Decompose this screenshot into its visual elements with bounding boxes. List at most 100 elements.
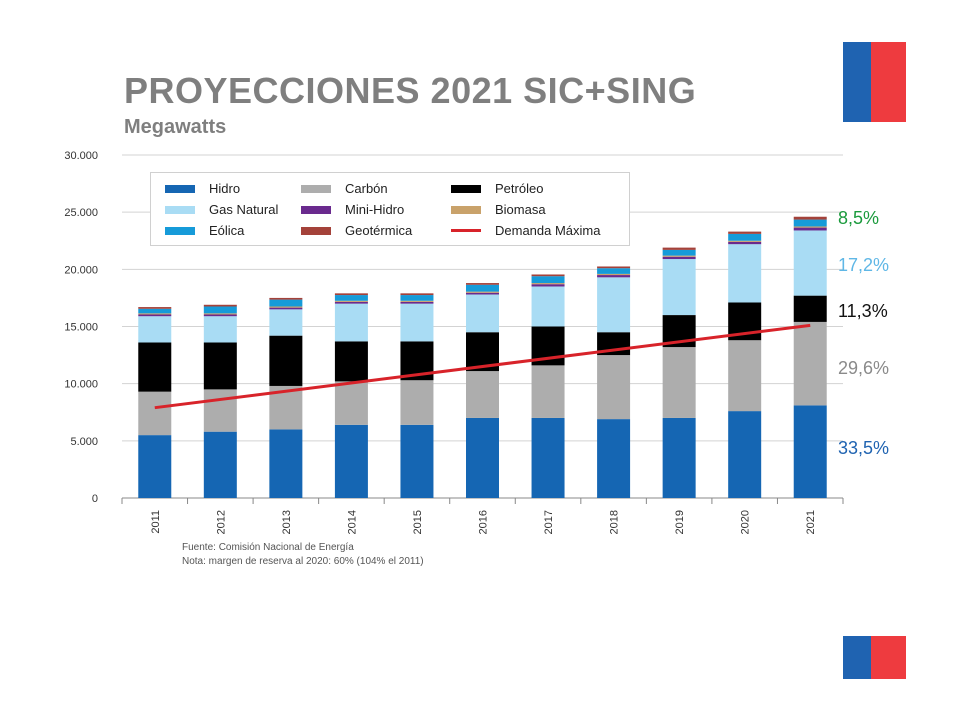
legend-label: Geotérmica — [345, 223, 413, 238]
legend-swatch — [301, 205, 331, 214]
bar-segment-carb-n — [728, 340, 762, 412]
demanda-maxima-line — [154, 323, 811, 410]
bar-segment-gas-natural — [662, 259, 696, 316]
bar-segment-geot-rmica — [597, 266, 631, 269]
bar-segment-mini-hidro — [793, 227, 827, 231]
flag-blue-band — [843, 42, 871, 122]
bar-segment-mini-hidro — [400, 301, 434, 304]
bar-segment-e-lica — [597, 268, 631, 274]
x-tick-label: 2017 — [543, 510, 555, 534]
chart-legend: Hidro Carbón Petróleo Gas Natural Mini-Hidro… — [150, 172, 630, 246]
x-tick-label: 2021 — [805, 510, 817, 534]
y-tick-label: 15.000 — [64, 322, 98, 334]
bar-segment-petr-leo — [334, 341, 368, 382]
legend-item-petr-leo: Petróleo — [451, 181, 543, 196]
bar-segment-geot-rmica — [728, 231, 762, 234]
legend-item-geot-rmica: Geotérmica — [301, 223, 412, 238]
legend-label: Gas Natural — [209, 202, 279, 217]
bar-segment-hidro — [597, 419, 631, 498]
bar-segment-biomasa — [334, 300, 368, 302]
bar-segment-gas-natural — [793, 230, 827, 296]
bar-segment-mini-hidro — [662, 256, 696, 260]
legend-item-biomasa: Biomasa — [451, 202, 546, 217]
bar-segment-biomasa — [203, 313, 237, 315]
legend-item-demanda-m-xima: Demanda Máxima — [451, 223, 601, 238]
flag-red-band — [871, 42, 906, 122]
bar-segment-biomasa — [793, 226, 827, 228]
bar-segment-carb-n — [466, 371, 499, 418]
bar-segment-mini-hidro — [466, 292, 499, 295]
bar-segment-gas-natural — [334, 303, 368, 342]
legend-swatch — [165, 184, 195, 193]
bar-segment-gas-natural — [269, 309, 303, 336]
bar-segment-gas-natural — [597, 277, 631, 333]
x-tick-label: 2013 — [281, 510, 293, 534]
bar-segment-gas-natural — [466, 294, 499, 333]
bar-segment-hidro — [466, 417, 499, 498]
bar-segment-petr-leo — [203, 342, 237, 390]
share-label-hidro: 33,5% — [838, 438, 890, 458]
bar-segment-hidro — [203, 431, 237, 498]
bar-segment-hidro — [400, 424, 434, 498]
share-label-carbon: 29,6% — [838, 358, 890, 378]
bar-segment-hidro — [138, 435, 172, 498]
legend-item-e-lica: Eólica — [165, 223, 244, 238]
bar-segment-gas-natural — [138, 316, 172, 343]
x-tick-label: 2020 — [740, 510, 752, 534]
slide-subtitle: Megawatts — [124, 116, 227, 138]
footnote-note: Nota: margen de reserva al 2020: 60% (10… — [182, 556, 424, 567]
legend-label: Biomasa — [495, 202, 546, 217]
flag-logo-bottom — [843, 636, 906, 679]
bar-segment-geot-rmica — [334, 293, 368, 296]
bar-segment-hidro — [793, 405, 827, 498]
bar-segment-biomasa — [531, 283, 565, 285]
legend-label: Demanda Máxima — [495, 223, 601, 238]
bar-segment-e-lica — [662, 249, 696, 256]
bar-segment-carb-n — [531, 365, 565, 418]
bar-segment-mini-hidro — [138, 314, 172, 317]
bar-segment-e-lica — [334, 295, 368, 301]
bar-segment-carb-n — [203, 389, 237, 432]
share-label-eolica: 8,5% — [838, 208, 880, 228]
bar-segment-biomasa — [269, 306, 303, 308]
bar-segment-mini-hidro — [334, 301, 368, 304]
y-tick-label: 5.000 — [70, 436, 98, 448]
bar-segment-e-lica — [203, 306, 237, 314]
bar-segment-geot-rmica — [203, 304, 237, 307]
bar-segment-e-lica — [466, 284, 499, 292]
bar-segment-mini-hidro — [597, 275, 631, 278]
legend-swatch — [451, 205, 481, 214]
bar-segment-geot-rmica — [662, 247, 696, 250]
legend-label: Carbón — [345, 181, 388, 196]
flag-logo-top — [843, 42, 906, 122]
y-tick-label: 20.000 — [64, 264, 98, 276]
legend-label: Petróleo — [495, 181, 544, 196]
x-tick-label: 2014 — [346, 510, 358, 534]
legend-swatch — [301, 184, 331, 193]
bar-segment-biomasa — [728, 240, 762, 242]
y-tick-label: 30.000 — [64, 150, 98, 162]
x-tick-label: 2012 — [215, 510, 227, 534]
y-tick-label: 25.000 — [64, 207, 98, 219]
bar-segment-hidro — [662, 417, 696, 498]
footnote-source: Fuente: Comisión Nacional de Energía — [182, 542, 354, 553]
bar-segment-petr-leo — [269, 335, 303, 386]
bar-segment-biomasa — [662, 255, 696, 257]
slide-title: PROYECCIONES 2021 SIC+SING — [124, 70, 697, 111]
bar-segment-geot-rmica — [466, 283, 499, 285]
bar-segment-carb-n — [597, 355, 631, 420]
flag-blue-band — [843, 636, 871, 679]
bar-segment-biomasa — [138, 313, 172, 315]
legend-line-swatch — [451, 229, 481, 232]
share-label-gas-natural: 17,2% — [838, 255, 890, 275]
bar-segment-hidro — [269, 429, 303, 498]
bar-segment-gas-natural — [531, 286, 565, 327]
legend-label: Eólica — [209, 223, 245, 238]
bar-segment-biomasa — [466, 291, 499, 293]
bar-segment-carb-n — [334, 381, 368, 425]
legend-label: Mini-Hidro — [345, 202, 405, 217]
bar-segment-carb-n — [400, 380, 434, 425]
bar-segment-geot-rmica — [269, 297, 303, 300]
x-tick-label: 2019 — [674, 510, 686, 534]
